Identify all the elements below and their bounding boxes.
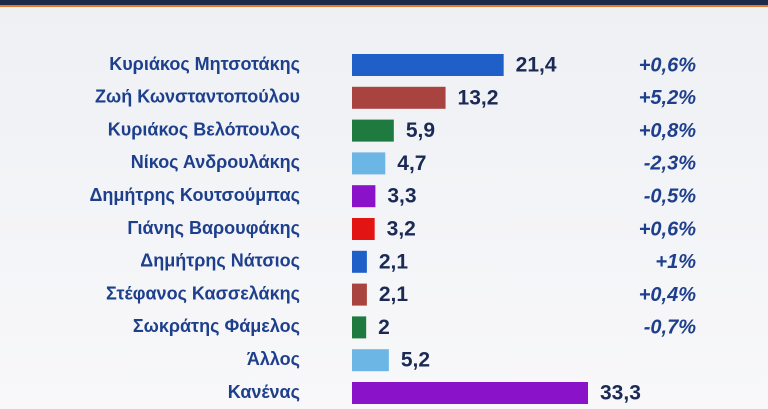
- value-label: 2: [378, 316, 390, 339]
- change-label: +0,6%: [639, 218, 696, 240]
- bar: [352, 152, 386, 175]
- bar: [352, 250, 367, 273]
- top-accent: [0, 5, 768, 7]
- bar: [352, 119, 394, 142]
- value-label: 21,4: [516, 54, 557, 77]
- value-label: 5,2: [401, 349, 430, 372]
- category-label: Νίκος Ανδρουλάκης: [131, 152, 300, 172]
- category-label: Ζωή Κωνσταντοπούλου: [95, 87, 300, 107]
- bar: [352, 185, 376, 208]
- bar: [352, 54, 504, 76]
- category-label: Κανένας: [228, 382, 300, 402]
- value-label: 2,1: [379, 283, 409, 306]
- change-label: +1%: [655, 251, 696, 273]
- category-label: Στέφανος Κασσελάκης: [106, 283, 300, 303]
- value-label: 33,3: [600, 382, 641, 405]
- bar: [352, 218, 375, 240]
- category-label: Κυριάκος Μητσοτάκης: [109, 54, 300, 74]
- change-label: -0,5%: [644, 185, 696, 207]
- category-label: Δημήτρης Κουτσούμπας: [89, 185, 300, 205]
- top-band: [0, 0, 768, 5]
- change-label: -2,3%: [644, 153, 696, 175]
- category-label: Άλλος: [247, 349, 300, 369]
- category-label: Σωκράτης Φάμελος: [133, 316, 300, 336]
- change-label: +0,6%: [639, 54, 696, 76]
- value-label: 2,1: [379, 250, 409, 273]
- change-label: +0,8%: [639, 120, 696, 142]
- value-label: 3,3: [387, 185, 416, 208]
- value-label: 3,2: [387, 218, 416, 241]
- value-label: 13,2: [458, 86, 499, 109]
- category-label: Δημήτρης Νάτσιος: [140, 251, 300, 271]
- bar: [352, 283, 367, 306]
- change-label: +0,4%: [639, 284, 696, 306]
- change-label: +5,2%: [639, 87, 696, 109]
- bar: [352, 349, 389, 372]
- bar: [352, 382, 588, 404]
- value-label: 5,9: [406, 119, 435, 142]
- bar: [352, 86, 446, 109]
- category-label: Γιάνης Βαρουφάκης: [127, 218, 300, 238]
- category-label: Κυριάκος Βελόπουλος: [108, 119, 300, 139]
- bar: [352, 316, 367, 339]
- value-label: 4,7: [397, 152, 426, 175]
- change-label: -0,7%: [644, 317, 696, 339]
